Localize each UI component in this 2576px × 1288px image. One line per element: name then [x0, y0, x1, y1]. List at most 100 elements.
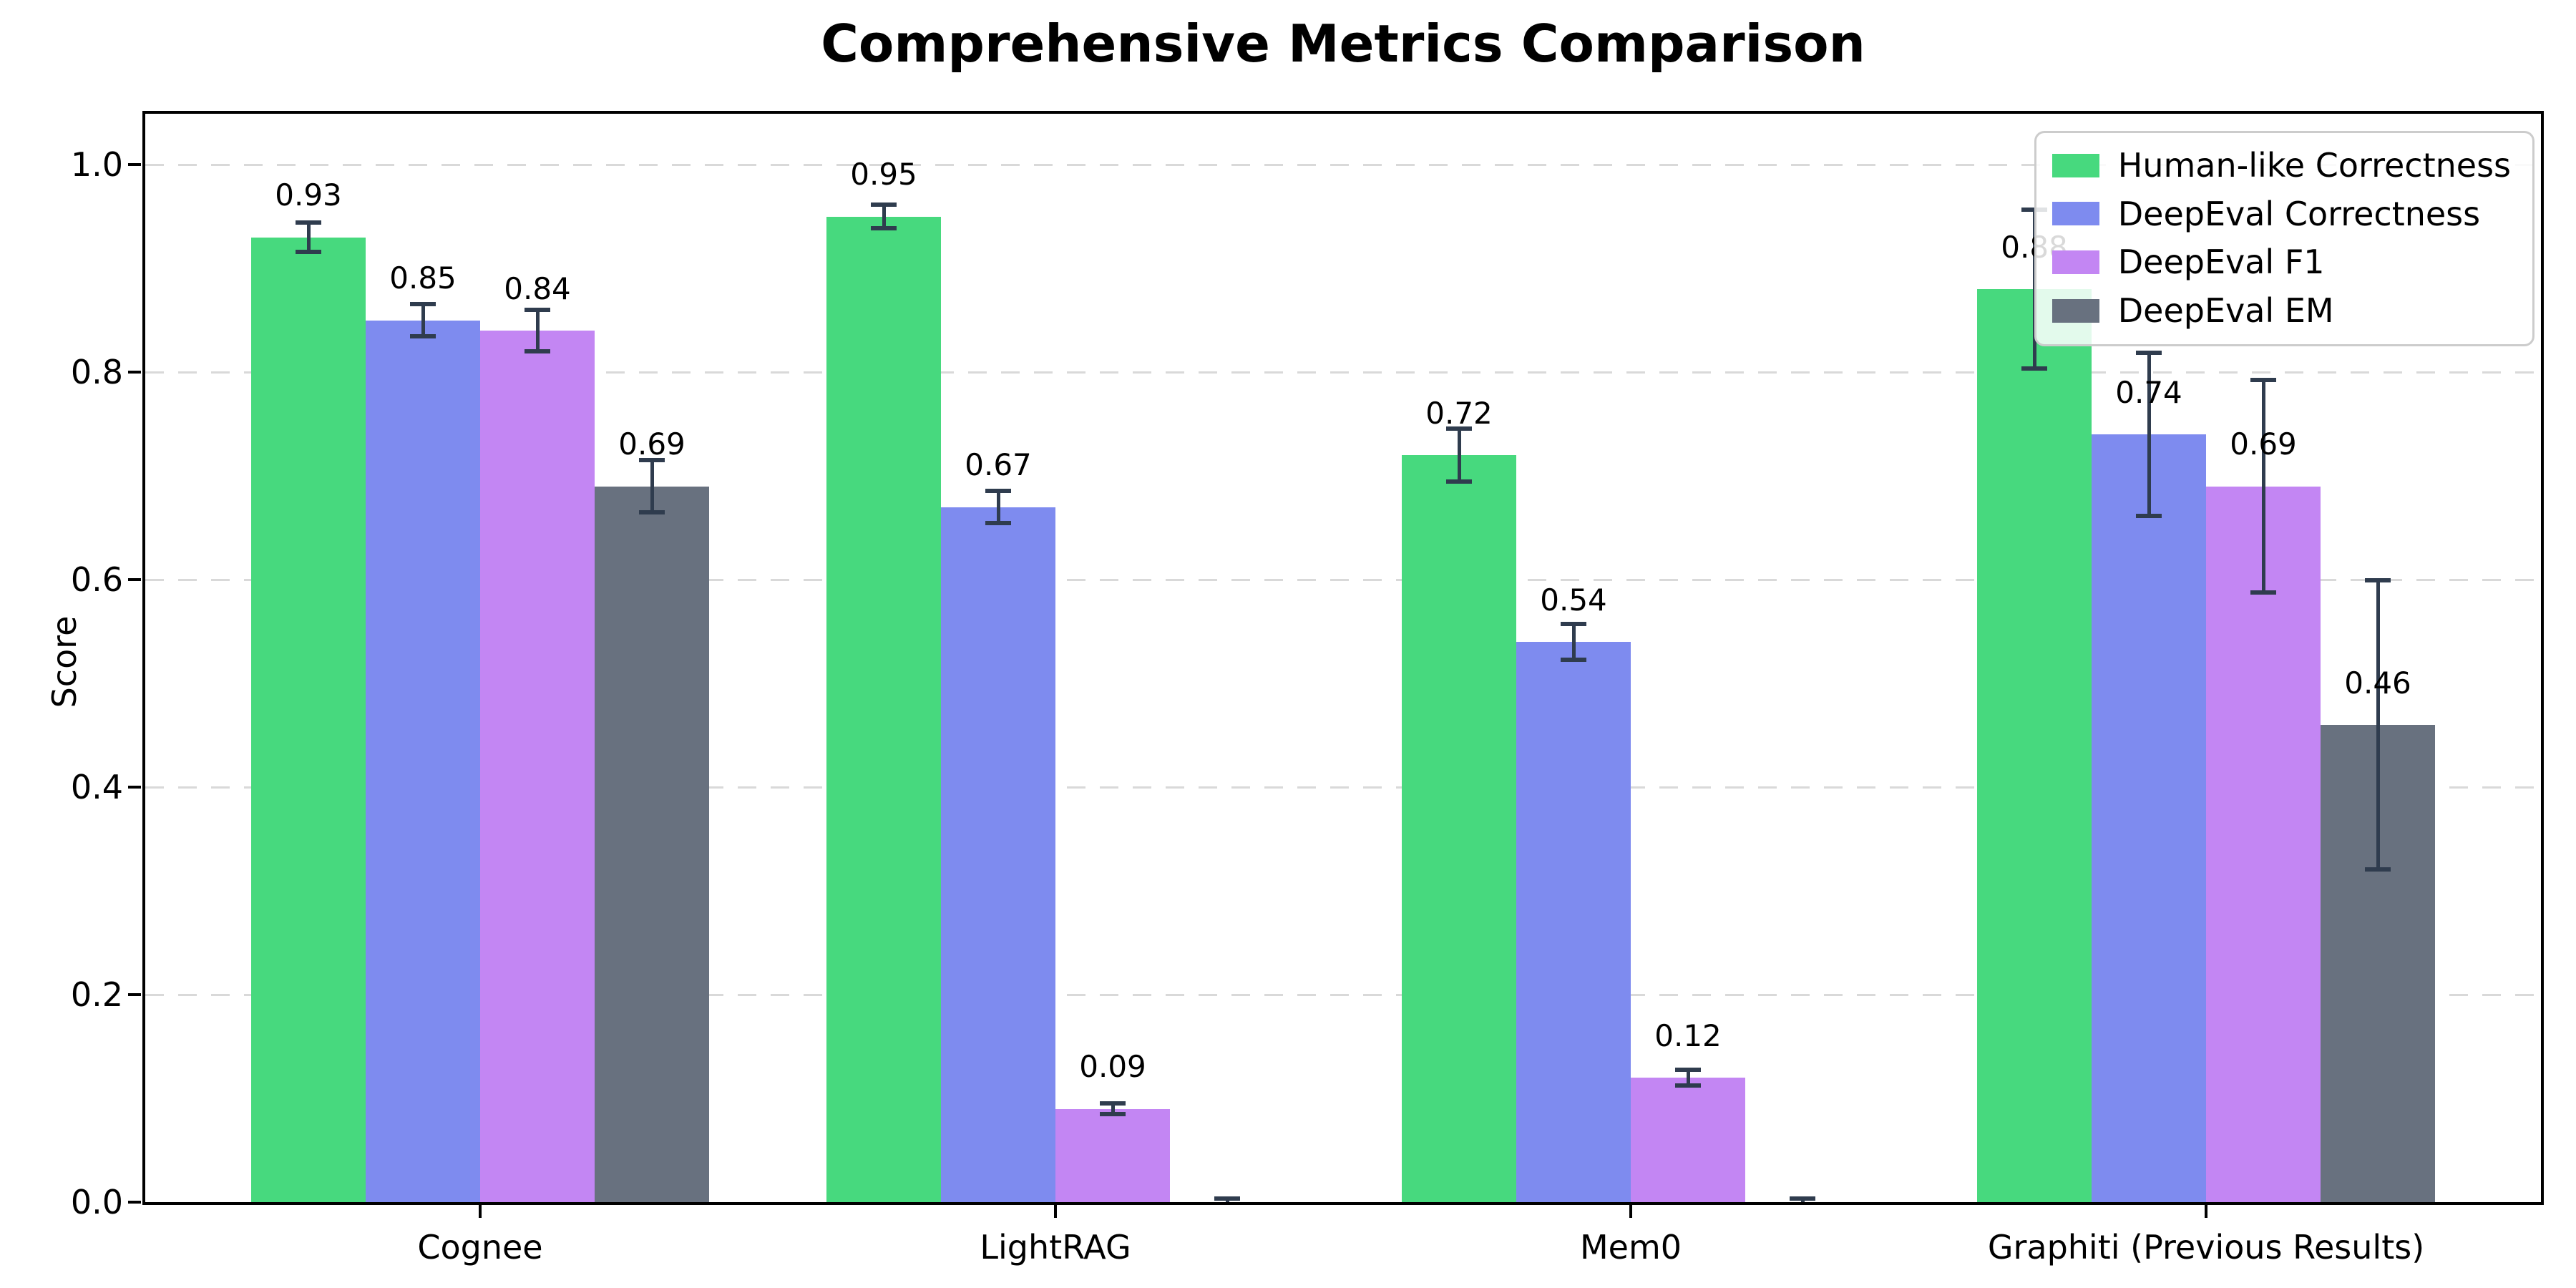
bar	[1055, 1108, 1170, 1202]
error-bar-cap	[985, 489, 1011, 494]
y-tick-label: 0.8	[70, 353, 123, 391]
bar	[2092, 434, 2206, 1202]
gridline	[145, 371, 2541, 374]
error-bar	[1686, 1069, 1690, 1086]
y-tick-mark	[128, 786, 141, 789]
error-bar-cap	[296, 250, 321, 255]
error-bar-cap	[2021, 366, 2047, 371]
error-bar-cap	[2136, 351, 2162, 356]
error-bar	[650, 459, 654, 514]
error-bar	[2147, 352, 2151, 517]
bar	[480, 331, 595, 1202]
y-tick-label: 0.4	[70, 768, 123, 806]
error-bar-cap	[525, 307, 550, 312]
legend-label: Human-like Correctness	[2117, 146, 2511, 185]
x-tick-mark	[1054, 1205, 1057, 1218]
bar	[251, 237, 366, 1202]
error-bar-cap	[2365, 867, 2391, 872]
y-tick-mark	[128, 578, 141, 581]
y-tick-label: 0.2	[70, 975, 123, 1014]
legend-color-swatch	[2051, 298, 2099, 323]
bar	[941, 507, 1055, 1202]
error-bar	[306, 221, 311, 253]
error-bar	[2376, 580, 2380, 870]
bar-value-label: 0.69	[618, 426, 686, 462]
error-bar-cap	[1100, 1101, 1126, 1106]
legend: Human-like Correctness DeepEval Correctne…	[2034, 131, 2534, 347]
gridline	[145, 786, 2541, 789]
error-bar-cap	[1446, 426, 1472, 431]
bar	[2206, 486, 2321, 1202]
bar-value-label: 0.93	[275, 177, 342, 213]
error-bar-cap	[410, 302, 436, 307]
bar-value-label: 0.85	[389, 260, 457, 296]
x-tick-label: Graphiti (Previous Results)	[1987, 1228, 2425, 1267]
bar-value-label: 0.54	[1540, 582, 1607, 618]
error-bar	[1111, 1102, 1115, 1116]
bar	[1631, 1078, 1745, 1202]
gridline	[145, 164, 2541, 166]
gridline	[145, 994, 2541, 996]
error-bar-cap	[639, 510, 665, 515]
error-bar-cap	[871, 203, 897, 208]
error-bar-cap	[2250, 378, 2276, 383]
error-bar-cap	[2250, 590, 2276, 595]
legend-label: DeepEval Correctness	[2117, 194, 2481, 233]
error-bar-cap	[1100, 1112, 1126, 1117]
legend-label: DeepEval F1	[2117, 243, 2325, 282]
error-bar-cap	[525, 349, 550, 354]
error-bar	[882, 204, 886, 229]
bar	[1402, 455, 1516, 1202]
y-tick-mark	[128, 1201, 141, 1204]
bar	[1516, 642, 1631, 1202]
error-bar-cap	[296, 220, 321, 225]
error-bar-cap	[871, 225, 897, 230]
error-bar-cap	[2136, 513, 2162, 518]
error-bar	[1571, 623, 1576, 661]
legend-item: DeepEval Correctness	[2051, 194, 2511, 233]
bar-value-label: 0.84	[504, 270, 571, 306]
error-bar-cap	[1214, 1196, 1240, 1201]
legend-item: DeepEval EM	[2051, 291, 2511, 330]
x-tick-label: Mem0	[1579, 1228, 1682, 1267]
y-tick-mark	[128, 163, 141, 166]
x-tick-mark	[479, 1205, 482, 1218]
bar-value-label: 0.12	[1654, 1018, 1722, 1053]
x-tick-label: Cognee	[417, 1228, 543, 1267]
error-bar-cap	[1790, 1196, 1815, 1201]
y-tick-mark	[128, 993, 141, 996]
bar	[826, 216, 941, 1202]
y-tick-label: 1.0	[70, 145, 123, 184]
y-tick-label: 0.0	[70, 1183, 123, 1221]
error-bar-cap	[2365, 578, 2391, 582]
error-bar-cap	[1675, 1068, 1701, 1073]
x-tick-mark	[2205, 1205, 2207, 1218]
error-bar	[421, 303, 425, 337]
legend-color-swatch	[2051, 202, 2099, 226]
chart-title: Comprehensive Metrics Comparison	[821, 14, 1865, 74]
y-tick-label: 0.6	[70, 560, 123, 599]
bar-value-label: 0.09	[1079, 1049, 1146, 1085]
bar-value-label: 0.74	[2115, 374, 2182, 410]
error-bar	[996, 490, 1000, 524]
bar-value-label: 0.69	[2230, 426, 2297, 462]
legend-item: DeepEval F1	[2051, 243, 2511, 282]
legend-label: DeepEval EM	[2117, 291, 2334, 330]
error-bar-cap	[1446, 479, 1472, 484]
error-bar-cap	[639, 457, 665, 462]
error-bar-cap	[410, 333, 436, 338]
x-tick-label: LightRAG	[980, 1228, 1131, 1267]
y-tick-mark	[128, 371, 141, 374]
error-bar-cap	[1561, 621, 1586, 626]
error-bar-cap	[985, 520, 1011, 525]
error-bar-cap	[1561, 658, 1586, 663]
bar	[1977, 289, 2092, 1202]
bar-value-label: 0.67	[965, 447, 1032, 483]
legend-color-swatch	[2051, 250, 2099, 274]
bar	[595, 486, 709, 1202]
error-bar	[2261, 379, 2265, 593]
error-bar	[535, 308, 540, 353]
legend-color-swatch	[2051, 153, 2099, 177]
bar-value-label: 0.46	[2344, 665, 2411, 701]
